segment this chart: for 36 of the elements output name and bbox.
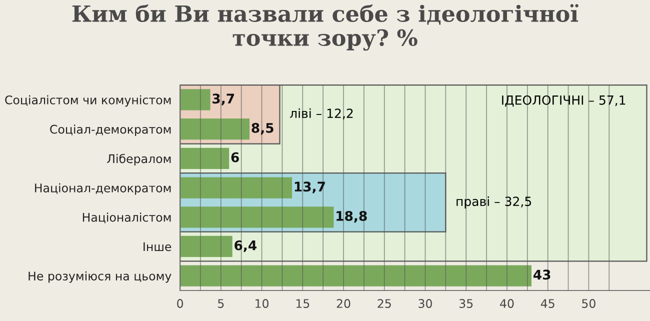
bar: [180, 265, 532, 286]
data-label: 8,5: [252, 122, 274, 135]
y-tick-label: Інше: [144, 242, 172, 252]
y-tick-label: Соціалістом чи комуністом: [5, 95, 171, 107]
y-tick-label: Не розуміюся на цьому: [28, 271, 172, 283]
bar: [180, 177, 292, 198]
bar: [180, 118, 250, 140]
bar: [180, 206, 334, 228]
bar: [180, 148, 230, 169]
x-tick-label: 25: [378, 299, 391, 308]
chart-title: Ким би Ви назвали себе з ідеологічної точки зору? %: [72, 4, 578, 51]
x-tick-label: 45: [540, 299, 554, 308]
data-label: 18,8: [336, 210, 367, 223]
x-tick-label: 20: [336, 299, 350, 308]
band-label: ліві – 12,2: [290, 108, 353, 120]
band-label: праві – 32,5: [456, 196, 532, 209]
data-label: 43: [533, 270, 550, 280]
x-tick-label: 5: [218, 299, 224, 308]
y-tick-label: Соціал-демократом: [50, 124, 171, 136]
data-label: 6,4: [234, 240, 257, 252]
y-tick-label: Націоналістом: [82, 212, 171, 224]
x-tick-label: 10: [256, 299, 269, 308]
data-label: 3,7: [212, 94, 234, 106]
x-tick-label: 15: [296, 299, 310, 308]
x-tick-label: 30: [418, 299, 432, 308]
data-label: 6: [231, 152, 239, 162]
data-label: 13,7: [294, 182, 325, 194]
bar: [180, 236, 232, 258]
x-tick-label: 40: [500, 299, 514, 308]
x-tick-label: 35: [459, 299, 473, 308]
bar: [180, 89, 210, 110]
x-tick-label: 50: [582, 299, 596, 308]
y-tick-label: Націонал-демократом: [35, 183, 171, 195]
y-tick-label: Лібералом: [107, 154, 171, 166]
band-label: ІДЕОЛОГІЧНІ – 57,1: [502, 95, 626, 107]
x-tick-label: 0: [177, 299, 184, 308]
